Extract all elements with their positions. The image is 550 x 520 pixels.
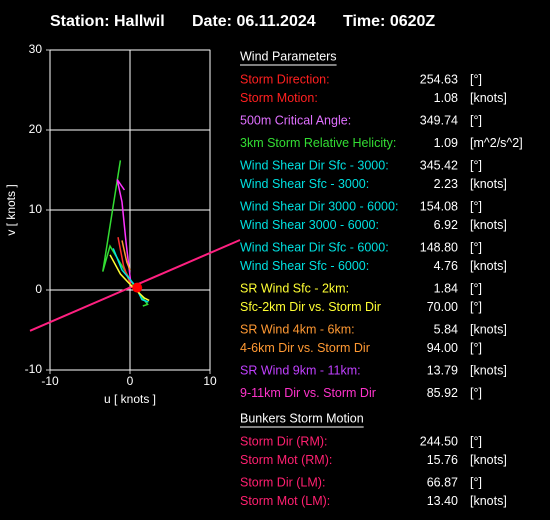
hodograph-trace — [112, 248, 149, 303]
parameter-value: 1.08 — [434, 91, 458, 105]
parameter-value: 94.00 — [427, 341, 458, 355]
date-title: Date: 06.11.2024 — [192, 13, 316, 30]
parameter-label: Storm Mot (RM): — [240, 453, 332, 467]
time-title: Time: 0620Z — [343, 13, 435, 30]
parameter-value: 15.76 — [427, 453, 458, 467]
parameter-label: Wind Shear 3000 - 6000: — [240, 218, 379, 232]
parameter-label: Wind Shear Dir Sfc - 6000: — [240, 240, 389, 254]
parameter-value: 154.08 — [420, 199, 458, 213]
x-axis-label: u [ knots ] — [104, 392, 156, 406]
parameter-label: 3km Storm Relative Helicity: — [240, 136, 396, 150]
parameter-label: 500m Critical Angle: — [240, 113, 351, 127]
parameter-value: 5.84 — [434, 322, 458, 336]
parameter-label: Wind Shear Dir Sfc - 3000: — [240, 158, 389, 172]
parameter-unit: [°] — [470, 386, 482, 400]
parameter-unit: [knots] — [470, 218, 507, 232]
x-tick-label: 0 — [127, 374, 134, 388]
parameter-label: SR Wind 4km - 6km: — [240, 322, 355, 336]
parameter-value: 66.87 — [427, 475, 458, 489]
parameter-value: 13.40 — [427, 494, 458, 508]
parameter-unit: [°] — [470, 281, 482, 295]
parameter-unit: [°] — [470, 158, 482, 172]
parameter-unit: [°] — [470, 240, 482, 254]
parameter-value: 1.84 — [434, 281, 458, 295]
parameter-unit: [°] — [470, 113, 482, 127]
parameter-label: Storm Dir (RM): — [240, 434, 328, 448]
parameter-unit: [°] — [470, 475, 482, 489]
parameter-value: 6.92 — [434, 218, 458, 232]
parameter-unit: [°] — [470, 434, 482, 448]
y-tick-label: 0 — [35, 282, 42, 296]
section-header: Bunkers Storm Motion — [240, 411, 364, 425]
parameter-value: 4.76 — [434, 259, 458, 273]
parameter-value: 244.50 — [420, 434, 458, 448]
parameter-value: 148.80 — [420, 240, 458, 254]
parameter-unit: [knots] — [470, 363, 507, 377]
parameter-label: Storm Direction: — [240, 72, 330, 86]
parameter-label: SR Wind Sfc - 2km: — [240, 281, 349, 295]
hodograph-trace — [102, 160, 149, 307]
parameter-label: Storm Motion: — [240, 91, 318, 105]
parameter-label: 9-11km Dir vs. Storm Dir — [240, 386, 376, 400]
parameter-unit: [knots] — [470, 322, 507, 336]
parameter-unit: [°] — [470, 72, 482, 86]
parameter-unit: [knots] — [470, 177, 507, 191]
parameter-label: Wind Shear Sfc - 6000: — [240, 259, 369, 273]
storm-motion-point — [132, 282, 143, 293]
section-header: Wind Parameters — [240, 49, 337, 63]
parameter-unit: [knots] — [470, 494, 507, 508]
hodograph-trace — [109, 254, 150, 302]
parameter-value: 1.09 — [434, 136, 458, 150]
parameter-label: Wind Shear Dir 3000 - 6000: — [240, 199, 398, 213]
parameter-unit: [°] — [470, 341, 482, 355]
parameter-value: 345.42 — [420, 158, 458, 172]
parameter-unit: [knots] — [470, 259, 507, 273]
parameter-unit: [knots] — [470, 453, 507, 467]
y-tick-label: 30 — [29, 42, 43, 56]
x-tick-label: -10 — [41, 374, 59, 388]
y-tick-label: -10 — [25, 362, 43, 376]
parameter-value: 254.63 — [420, 72, 458, 86]
y-tick-label: 10 — [29, 202, 43, 216]
parameter-unit: [°] — [470, 199, 482, 213]
hodograph-trace — [121, 240, 131, 271]
x-tick-label: 10 — [203, 374, 217, 388]
parameter-label: Sfc-2km Dir vs. Storm Dir — [240, 300, 381, 314]
station-title: Station: Hallwil — [50, 13, 165, 30]
parameter-unit: [m^2/s^2] — [470, 136, 523, 150]
parameter-unit: [knots] — [470, 91, 507, 105]
parameter-label: Wind Shear Sfc - 3000: — [240, 177, 369, 191]
parameter-value: 13.79 — [427, 363, 458, 377]
hodograph-trace — [116, 179, 132, 283]
parameter-value: 349.74 — [420, 113, 458, 127]
y-tick-label: 20 — [29, 122, 43, 136]
parameter-label: 4-6km Dir vs. Storm Dir — [240, 341, 370, 355]
parameter-value: 2.23 — [434, 177, 458, 191]
parameter-value: 70.00 — [427, 300, 458, 314]
parameter-label: Storm Mot (LM): — [240, 494, 330, 508]
parameter-value: 85.92 — [427, 386, 458, 400]
parameter-label: SR Wind 9km - 11km: — [240, 363, 361, 377]
parameter-unit: [°] — [470, 300, 482, 314]
parameter-label: Storm Dir (LM): — [240, 475, 325, 489]
y-axis-label: v [ knots ] — [4, 184, 18, 235]
